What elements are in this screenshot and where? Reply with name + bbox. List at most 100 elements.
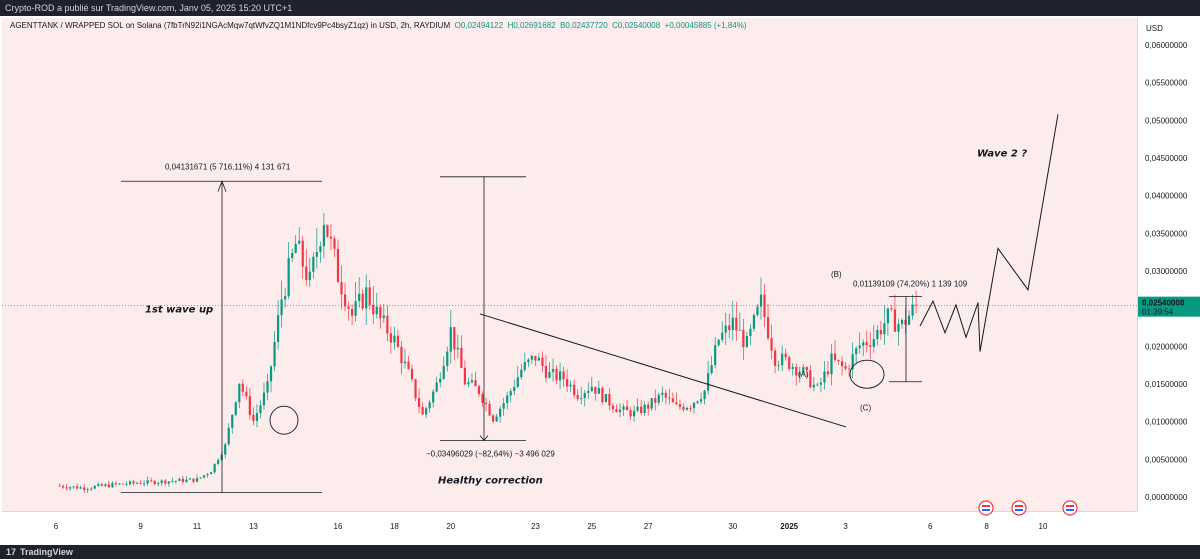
x-tick-label: 16 — [334, 522, 343, 531]
candle-body — [280, 299, 283, 316]
legend-high: H0,02691682 — [507, 21, 556, 30]
candle-body — [911, 304, 914, 316]
y-tick-label: 0,04500000 — [1145, 154, 1188, 163]
candle-body — [689, 407, 692, 409]
candle-body — [69, 487, 72, 489]
candle-body — [329, 236, 333, 239]
candle-body — [633, 410, 636, 417]
candle-body — [805, 367, 808, 371]
candle-body — [594, 386, 597, 394]
drop-arrowhead — [479, 435, 489, 442]
candle-body — [830, 353, 833, 375]
candle-body — [463, 367, 466, 385]
candle-body — [886, 308, 889, 324]
candle-body — [266, 381, 269, 393]
tradingview-logo-text: TradingView — [20, 547, 73, 557]
candle-body — [167, 481, 170, 484]
economic-event-icon — [978, 500, 994, 516]
candle-body — [893, 309, 897, 332]
candle-body — [118, 483, 121, 485]
price-axis[interactable] — [1137, 18, 1200, 511]
candle-body — [453, 327, 456, 350]
candle-body — [171, 481, 174, 482]
time-axis[interactable] — [2, 511, 1137, 546]
candle-body — [756, 306, 759, 316]
candle-body — [470, 380, 474, 383]
candle-body — [774, 350, 777, 366]
candle-body — [336, 248, 340, 283]
candle-body — [851, 354, 854, 370]
candle-body — [879, 329, 882, 335]
candle-body — [907, 315, 911, 325]
candle-body — [558, 371, 562, 381]
candle-body — [358, 293, 361, 302]
footer-bar — [0, 545, 1200, 559]
candle-body — [86, 489, 89, 491]
candle-body — [654, 398, 657, 403]
candle-body — [284, 296, 287, 300]
candle-body — [541, 357, 544, 366]
wave-b-label: (B) — [831, 270, 842, 279]
candle-body — [848, 368, 851, 370]
candle-body — [188, 478, 192, 480]
candle-body — [569, 384, 572, 387]
currency-label: USD — [1146, 24, 1163, 33]
candle-body — [403, 361, 407, 364]
candle-body — [410, 368, 414, 380]
circle-marker-2 — [849, 359, 885, 389]
candle-body — [319, 246, 322, 252]
candle-body — [717, 339, 720, 346]
x-tick-label: 6 — [54, 522, 59, 531]
tradingview-logo[interactable]: 17 TradingView — [6, 545, 73, 559]
trendline — [479, 313, 847, 428]
candle-body — [869, 345, 872, 347]
candle-body — [456, 347, 459, 350]
candle-body — [696, 401, 699, 403]
candle-body — [915, 304, 918, 306]
x-tick-label: 27 — [644, 522, 653, 531]
candle-body — [139, 483, 142, 484]
legend-change: +0,00045885 (+1,84%) — [664, 21, 747, 30]
y-tick-label: 0,02000000 — [1145, 342, 1188, 351]
candle-body — [664, 392, 667, 398]
candle-body — [745, 335, 748, 348]
candle-body — [407, 361, 410, 369]
candle-body — [523, 362, 526, 370]
candle-body — [781, 353, 784, 366]
x-tick-label: 30 — [728, 522, 737, 531]
x-tick-label: 13 — [249, 522, 258, 531]
candle-body — [601, 388, 604, 403]
candle-body — [446, 351, 449, 366]
candle-body — [135, 483, 139, 484]
candle-body — [100, 484, 103, 486]
legend-close: C0,02540008 — [612, 21, 661, 30]
candle-body — [269, 366, 273, 382]
candle-body — [417, 398, 421, 407]
rise-arrowhead — [217, 180, 227, 192]
candle-body — [185, 479, 188, 482]
plot-area[interactable] — [2, 18, 1137, 511]
candle-body — [502, 403, 505, 409]
candle-body — [315, 251, 318, 257]
candle-body — [245, 391, 248, 397]
candle-body — [301, 240, 304, 267]
candle-body — [343, 294, 347, 307]
candle-body — [509, 391, 512, 396]
candle-body — [724, 325, 727, 333]
candle-body — [731, 317, 734, 331]
candle-body — [372, 304, 375, 315]
projection-path — [919, 114, 1059, 352]
candle-body — [506, 395, 509, 404]
wave2-label: Wave 2 ? — [977, 148, 1027, 159]
candle-body — [322, 225, 325, 247]
candle-body — [840, 361, 844, 367]
candle-body — [900, 319, 904, 324]
candle-body — [202, 475, 206, 478]
candle-body — [826, 371, 830, 375]
candle-body — [710, 365, 713, 374]
wave-a-label: (A) — [798, 370, 809, 379]
candle-body — [791, 366, 794, 369]
candle-body — [326, 225, 329, 237]
candle-body — [467, 382, 470, 385]
candle-body — [150, 480, 153, 482]
